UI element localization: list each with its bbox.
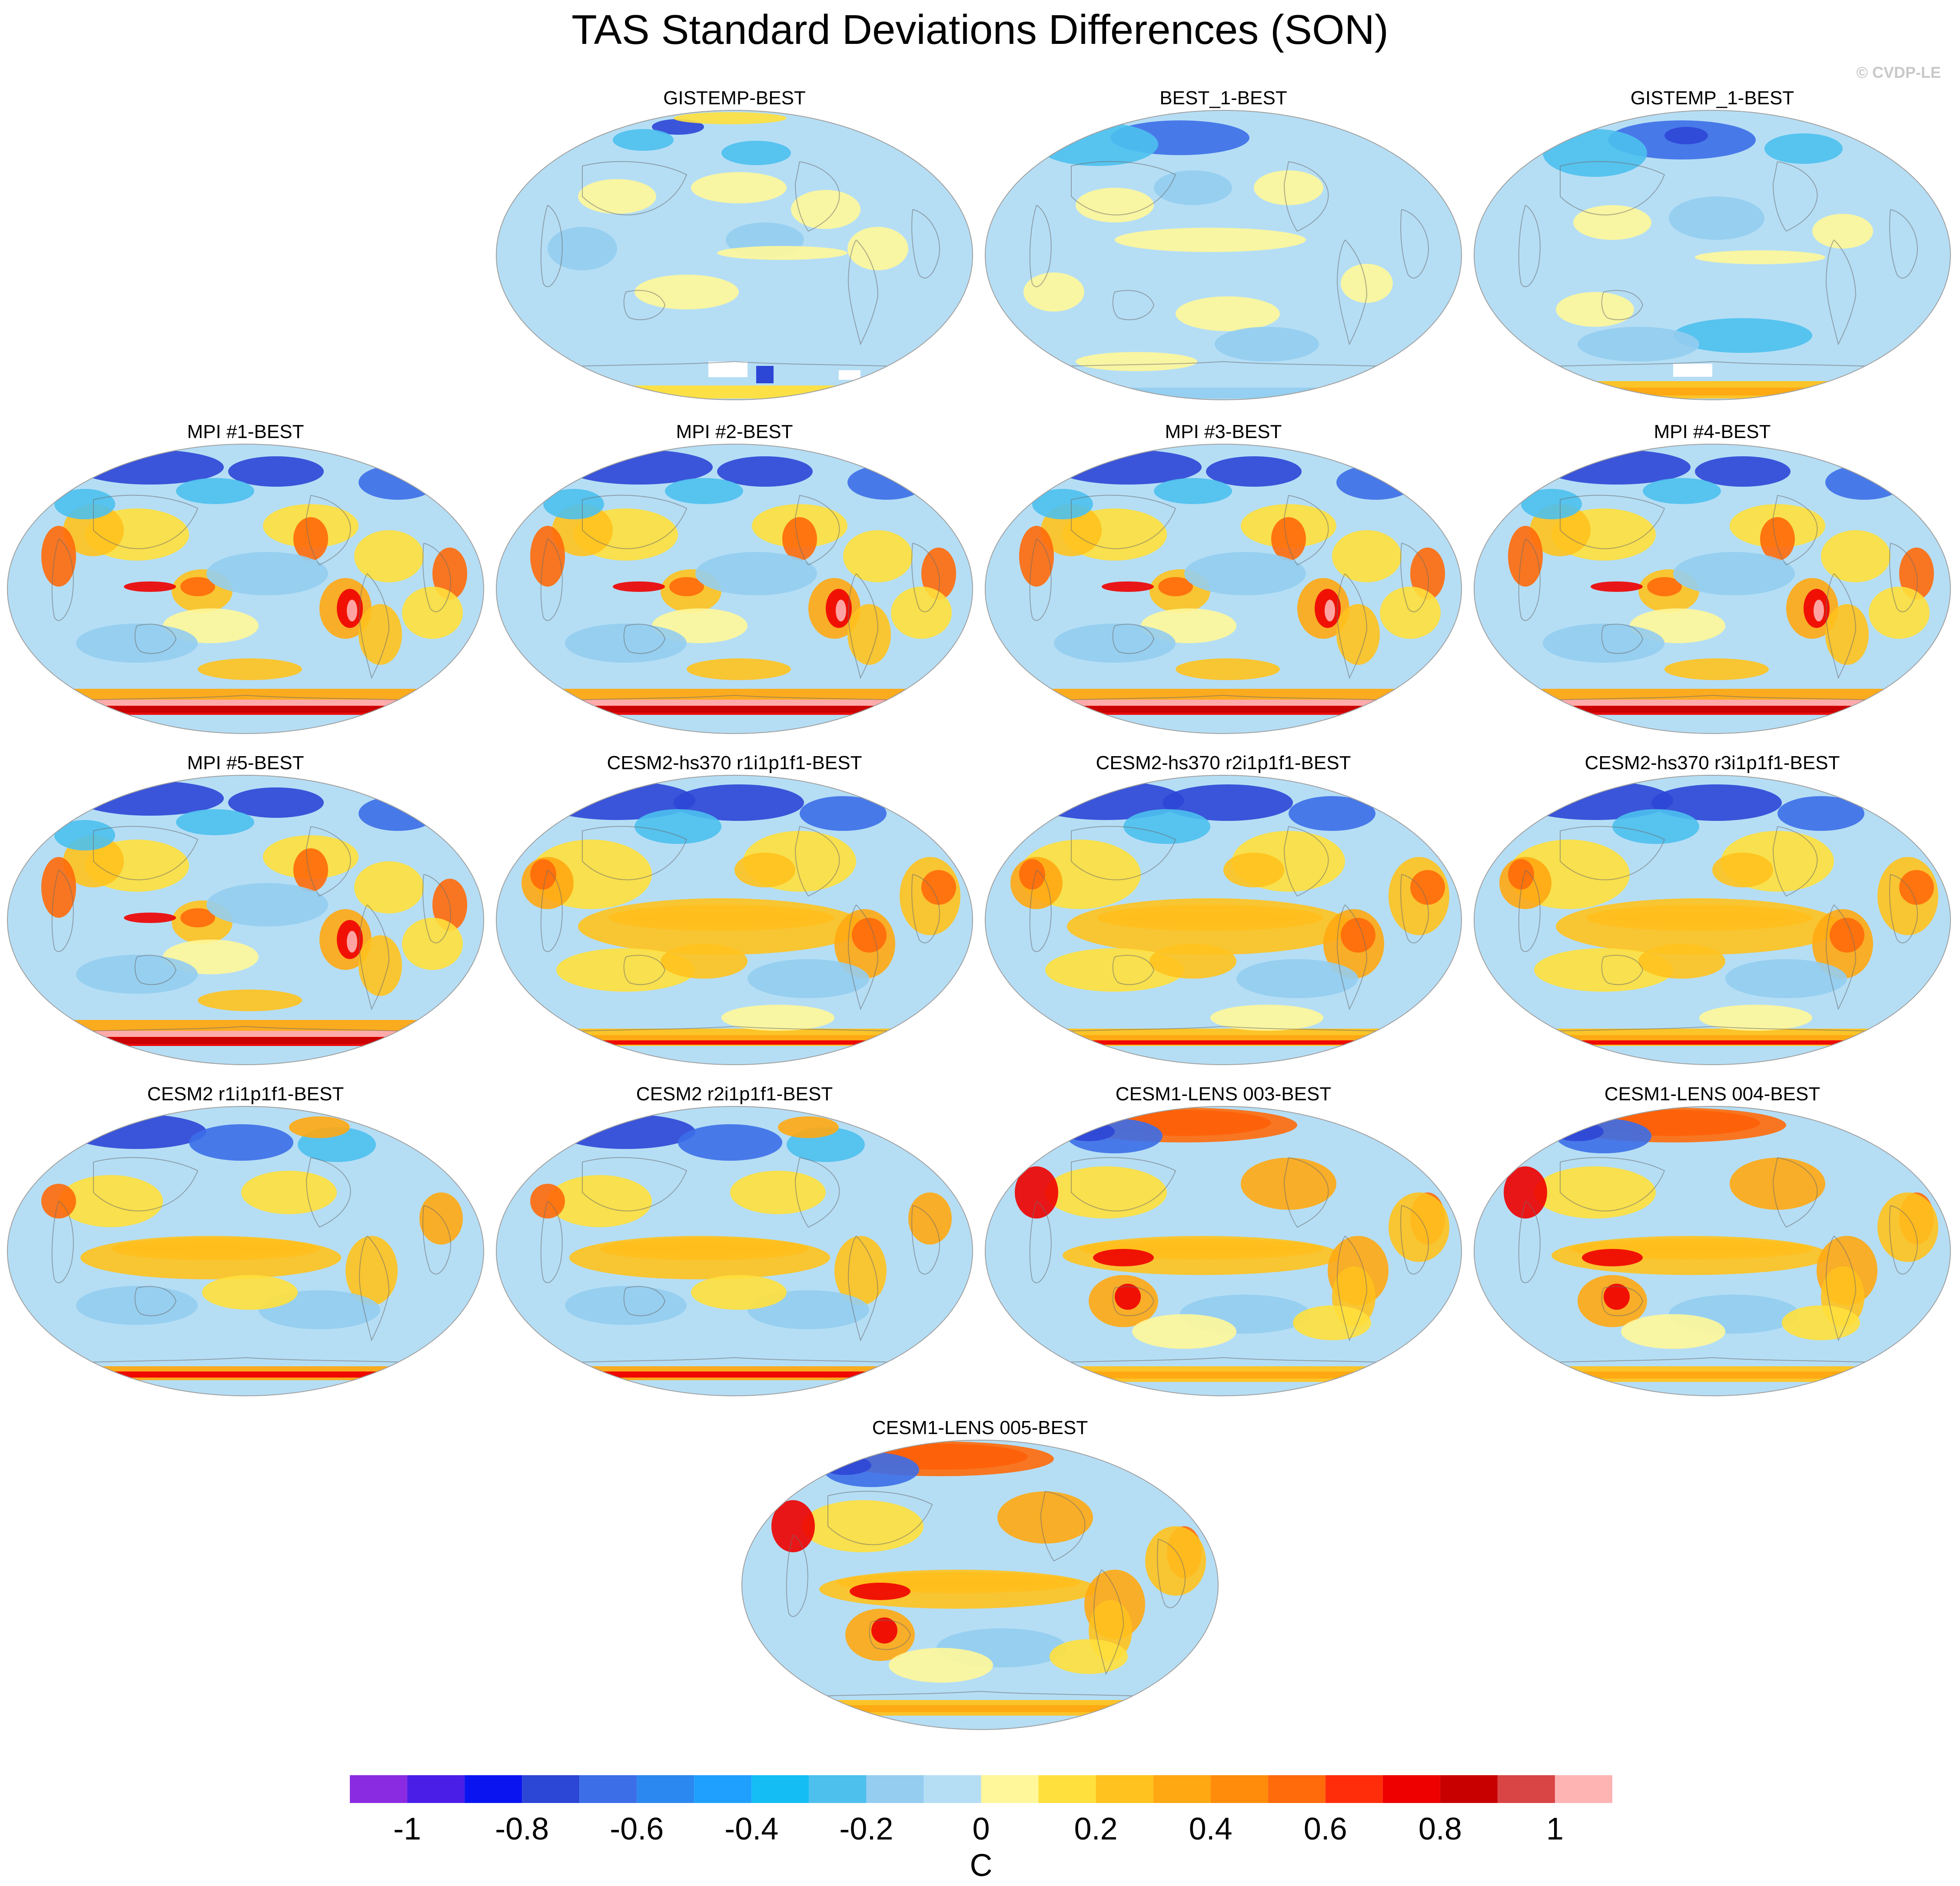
panel-title: MPI #5-BEST bbox=[187, 752, 304, 774]
map-panel-cesm2hs370-r1-best: CESM2-hs370 r1i1p1f1-BEST bbox=[489, 752, 980, 1069]
map-panel-mpi2-best: MPI #2-BEST bbox=[489, 421, 980, 738]
world-map bbox=[496, 1106, 973, 1396]
colorbar-unit-label: C bbox=[970, 1848, 993, 1883]
map-panel-gistemp1-best: GISTEMP_1-BEST bbox=[1467, 87, 1958, 404]
colorbar-tick-label: -0.4 bbox=[724, 1812, 778, 1846]
colorbar-tick-label: 0.4 bbox=[1189, 1812, 1232, 1846]
colorbar-bin bbox=[1038, 1775, 1096, 1803]
panel-title: BEST_1-BEST bbox=[1159, 87, 1287, 109]
map-panel-best1-best: BEST_1-BEST bbox=[978, 87, 1469, 404]
panel-title: GISTEMP_1-BEST bbox=[1630, 87, 1794, 109]
world-map bbox=[1474, 775, 1951, 1065]
world-map bbox=[985, 1106, 1462, 1396]
colorbar-tick-label: 0 bbox=[972, 1812, 990, 1846]
colorbar-bin bbox=[809, 1775, 867, 1803]
map-panel-cesm1-lens-004-best: CESM1-LENS 004-BEST bbox=[1467, 1083, 1958, 1400]
watermark: © CVDP-LE bbox=[1856, 63, 1941, 81]
world-map bbox=[985, 110, 1462, 400]
panel-title: MPI #3-BEST bbox=[1165, 421, 1282, 442]
colorbar-tick-label: -0.2 bbox=[839, 1812, 893, 1846]
colorbar-bin bbox=[866, 1775, 924, 1803]
colorbar-bin bbox=[1382, 1775, 1440, 1803]
map-panel-mpi1-best: MPI #1-BEST bbox=[0, 421, 491, 738]
colorbar-bin bbox=[1555, 1775, 1612, 1803]
colorbar-bin bbox=[694, 1775, 752, 1803]
colorbar-bin bbox=[579, 1775, 637, 1803]
colorbar-bin bbox=[350, 1775, 408, 1803]
colorbar-bin bbox=[637, 1775, 694, 1803]
colorbar-bin bbox=[1497, 1775, 1555, 1803]
world-map bbox=[496, 775, 973, 1065]
map-panel-gistemp-best: GISTEMP-BEST bbox=[489, 87, 980, 404]
colorbar-bin bbox=[751, 1775, 809, 1803]
world-map bbox=[985, 775, 1462, 1065]
map-panel-mpi3-best: MPI #3-BEST bbox=[978, 421, 1469, 738]
colorbar-bin bbox=[1325, 1775, 1383, 1803]
colorbar-bin bbox=[522, 1775, 580, 1803]
world-map bbox=[985, 444, 1462, 734]
world-map bbox=[7, 1106, 484, 1396]
panel-title: CESM1-LENS 004-BEST bbox=[1604, 1083, 1820, 1105]
map-panel-cesm1-lens-005-best: CESM1-LENS 005-BEST bbox=[734, 1417, 1226, 1734]
colorbar-tick-label: -0.6 bbox=[610, 1812, 664, 1846]
colorbar-tick-label: 0.8 bbox=[1419, 1812, 1462, 1846]
world-map bbox=[1474, 1106, 1951, 1396]
colorbar-bin bbox=[465, 1775, 522, 1803]
panel-title: CESM1-LENS 005-BEST bbox=[872, 1417, 1088, 1438]
panel-title: CESM1-LENS 003-BEST bbox=[1115, 1083, 1332, 1105]
colorbar-tick-label: 0.6 bbox=[1304, 1812, 1347, 1846]
colorbar-tick-label: -0.8 bbox=[495, 1812, 549, 1846]
colorbar-bin bbox=[1268, 1775, 1325, 1803]
panel-title: CESM2-hs370 r2i1p1f1-BEST bbox=[1096, 752, 1351, 774]
colorbar-bin bbox=[1153, 1775, 1211, 1803]
map-panel-mpi4-best: MPI #4-BEST bbox=[1467, 421, 1958, 738]
world-map bbox=[7, 444, 484, 734]
map-panel-cesm2-r2-best: CESM2 r2i1p1f1-BEST bbox=[489, 1083, 980, 1400]
map-panel-cesm2hs370-r2-best: CESM2-hs370 r2i1p1f1-BEST bbox=[978, 752, 1469, 1069]
colorbar-tick-label: 1 bbox=[1546, 1812, 1564, 1846]
panel-title: CESM2 r2i1p1f1-BEST bbox=[636, 1083, 833, 1105]
map-panel-cesm2hs370-r3-best: CESM2-hs370 r3i1p1f1-BEST bbox=[1467, 752, 1958, 1069]
panel-title: MPI #2-BEST bbox=[676, 421, 793, 442]
world-map bbox=[1474, 444, 1951, 734]
colorbar-tick-label: -1 bbox=[393, 1812, 421, 1846]
colorbar-bin bbox=[981, 1775, 1039, 1803]
world-map bbox=[1474, 110, 1951, 400]
panel-title: MPI #1-BEST bbox=[187, 421, 304, 442]
map-panel-mpi5-best: MPI #5-BEST bbox=[0, 752, 491, 1069]
panel-title: CESM2-hs370 r3i1p1f1-BEST bbox=[1585, 752, 1840, 774]
colorbar-bin bbox=[1440, 1775, 1498, 1803]
world-map bbox=[7, 775, 484, 1065]
map-panel-cesm2-r1-best: CESM2 r1i1p1f1-BEST bbox=[0, 1083, 491, 1400]
colorbar-bin bbox=[1210, 1775, 1268, 1803]
panel-title: MPI #4-BEST bbox=[1654, 421, 1771, 442]
world-map bbox=[496, 110, 973, 400]
colorbar-bin bbox=[1096, 1775, 1153, 1803]
panel-title: CESM2-hs370 r1i1p1f1-BEST bbox=[607, 752, 862, 774]
panel-title: CESM2 r1i1p1f1-BEST bbox=[147, 1083, 344, 1105]
map-panel-cesm1-lens-003-best: CESM1-LENS 003-BEST bbox=[978, 1083, 1469, 1400]
world-map bbox=[496, 444, 973, 734]
colorbar-bin bbox=[924, 1775, 981, 1803]
world-map bbox=[741, 1440, 1219, 1730]
colorbar-tick-label: 0.2 bbox=[1074, 1812, 1118, 1846]
colorbar-bin bbox=[407, 1775, 465, 1803]
panel-title: GISTEMP-BEST bbox=[663, 87, 806, 109]
figure-title: TAS Standard Deviations Differences (SON… bbox=[571, 7, 1389, 53]
